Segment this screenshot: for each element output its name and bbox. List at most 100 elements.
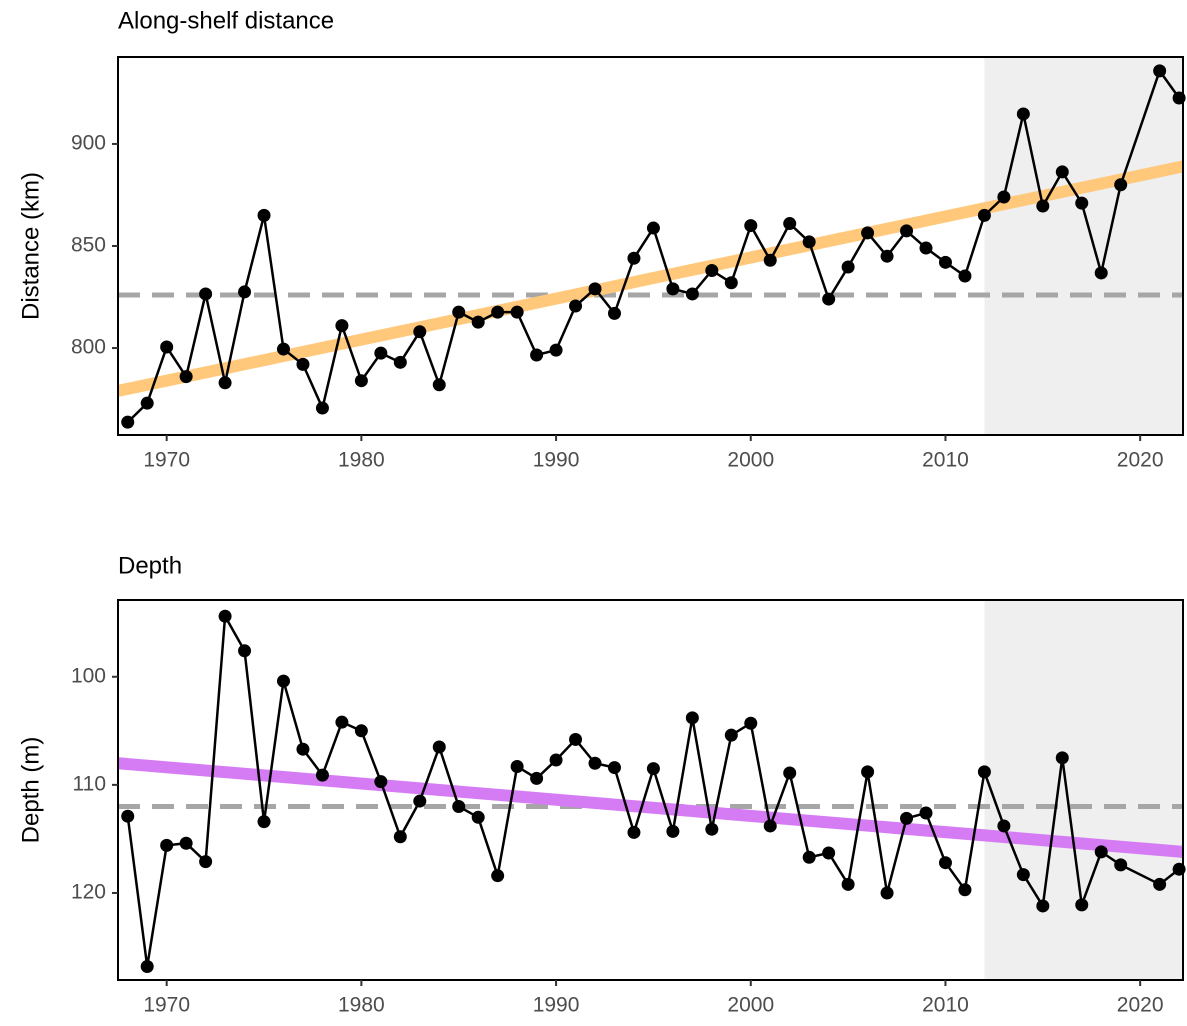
data-point: [199, 287, 213, 301]
data-point: [977, 765, 991, 779]
data-point: [880, 249, 894, 263]
y-tick-label: 120: [71, 881, 106, 904]
data-point: [958, 269, 972, 283]
data-point: [432, 378, 446, 392]
data-point: [1094, 845, 1108, 859]
shaded-period: [984, 600, 1183, 980]
y-tick-label: 900: [71, 131, 106, 154]
data-point: [199, 855, 213, 869]
y-tick-label: 110: [73, 772, 106, 795]
x-tick-label: 1980: [338, 449, 385, 472]
y-tick-label: 100: [71, 664, 106, 687]
panel: Along-shelf distance Distance (km) 800 850 9…: [17, 7, 1186, 472]
data-point: [121, 415, 135, 429]
data-point: [1055, 165, 1069, 179]
data-point: [646, 221, 660, 235]
data-point: [900, 224, 914, 238]
data-point: [705, 263, 719, 277]
data-point: [530, 348, 544, 362]
panel-frame: [117, 599, 1184, 981]
data-point: [413, 325, 427, 339]
data-point: [335, 319, 349, 333]
x-tick-label: 2020: [1117, 994, 1164, 1017]
data-point: [491, 869, 505, 883]
data-point: [822, 846, 836, 860]
data-point: [218, 376, 232, 390]
data-point: [685, 287, 699, 301]
data-point: [1114, 178, 1128, 192]
data-point: [257, 815, 271, 829]
data-point: [763, 819, 777, 833]
data-point: [880, 886, 894, 900]
data-point: [783, 766, 797, 780]
data-point: [1153, 877, 1167, 891]
series-line: [126, 612, 1180, 967]
x-tick-label: 1990: [533, 449, 580, 472]
data-point: [140, 396, 154, 410]
data-point: [160, 838, 174, 852]
panel: Depth Depth (m) 100 110 120 1970 1980 1990 2000 2…: [17, 552, 1186, 1017]
x-tick-label: 2020: [1117, 449, 1164, 472]
data-point: [1036, 899, 1050, 913]
data-point: [588, 756, 602, 770]
data-point: [1055, 751, 1069, 765]
data-point: [802, 850, 816, 864]
data-point: [1016, 868, 1030, 882]
plot-area: [118, 57, 1183, 435]
data-point: [705, 822, 719, 836]
panel-title: Along-shelf distance: [118, 7, 334, 34]
data-point: [627, 251, 641, 265]
data-point: [919, 806, 933, 820]
data-point: [238, 644, 252, 658]
data-point: [179, 370, 193, 384]
data-point: [822, 292, 836, 306]
panel-title: Depth: [118, 552, 182, 579]
plot-area: [118, 600, 1183, 980]
data-point: [510, 305, 524, 319]
data-point: [276, 674, 290, 688]
x-tick-label: 2000: [727, 994, 774, 1017]
data-point: [1016, 107, 1030, 121]
data-point: [452, 799, 466, 813]
data-point: [276, 342, 290, 356]
data-point: [393, 355, 407, 369]
data-point: [938, 255, 952, 269]
data-point: [510, 759, 524, 773]
y-axis-label: Distance (km): [17, 172, 44, 320]
trend-line: [118, 160, 1183, 397]
data-point: [607, 761, 621, 775]
data-point: [861, 765, 875, 779]
data-point: [549, 343, 563, 357]
data-point: [744, 716, 758, 730]
x-tick-label: 1970: [143, 994, 190, 1017]
data-point: [666, 282, 680, 296]
data-point: [374, 775, 388, 789]
data-point: [588, 282, 602, 296]
data-point: [121, 809, 135, 823]
data-point: [646, 762, 660, 776]
data-point: [802, 235, 816, 249]
data-point: [900, 811, 914, 825]
data-point: [471, 810, 485, 824]
data-point: [471, 315, 485, 329]
data-point: [1075, 196, 1089, 210]
x-tick-label: 1990: [533, 994, 580, 1017]
data-point: [997, 190, 1011, 204]
data-point: [958, 883, 972, 897]
data-point: [140, 959, 154, 973]
x-tick-label: 2000: [727, 449, 774, 472]
data-point: [179, 836, 193, 850]
x-tick-label: 1980: [338, 994, 385, 1017]
data-point: [861, 226, 875, 240]
data-point: [257, 208, 271, 222]
data-point: [569, 299, 583, 313]
data-point: [919, 241, 933, 255]
data-point: [1075, 898, 1089, 912]
data-point: [938, 856, 952, 870]
data-point: [666, 824, 680, 838]
y-tick-label: 850: [71, 234, 106, 257]
x-tick-label: 1970: [143, 449, 190, 472]
data-point: [841, 877, 855, 891]
data-point: [724, 728, 738, 742]
data-point: [1036, 199, 1050, 213]
